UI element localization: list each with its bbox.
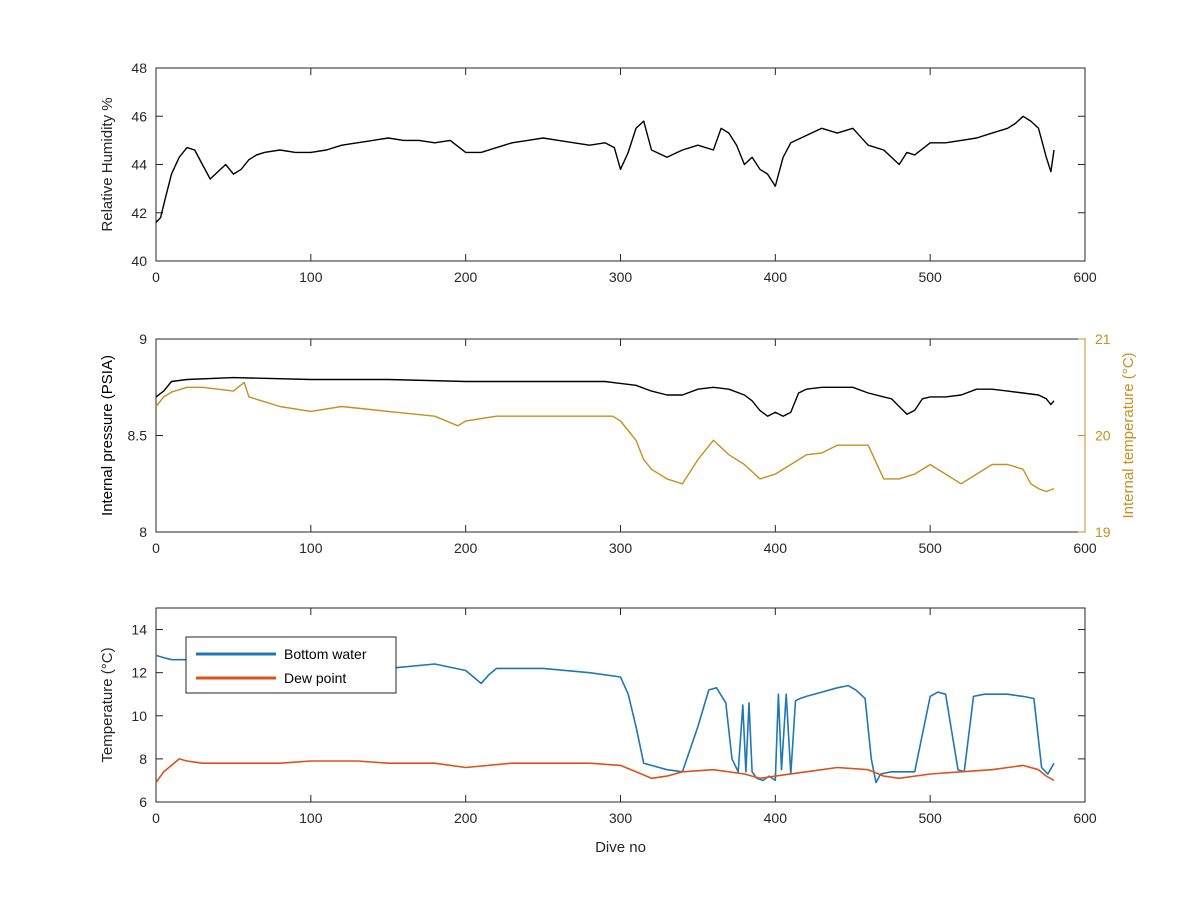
y-tick-label: 6 [139, 794, 147, 810]
y-tick-label: 14 [131, 622, 147, 638]
x-tick-label: 200 [454, 269, 478, 285]
x-tick-label: 600 [1073, 810, 1097, 826]
x-tick-label: 100 [299, 810, 323, 826]
legend-box [185, 636, 397, 694]
plot-frame [155, 67, 1086, 262]
y-tick-label: 10 [131, 708, 147, 724]
x-tick-label: 600 [1073, 540, 1097, 556]
y-tick-label: 8 [139, 751, 147, 767]
y-axis-label: Temperature (°C) [99, 647, 116, 762]
x-tick-label: 0 [152, 540, 160, 556]
internal-pressure-line [155, 376, 1055, 417]
y-tick-label: 40 [131, 253, 147, 269]
right-y-tick-label: 19 [1095, 524, 1111, 540]
right-y-tick-label: 21 [1095, 331, 1111, 347]
y-tick-label: 12 [131, 665, 147, 681]
y-tick-label: 42 [131, 205, 147, 221]
x-tick-label: 0 [152, 810, 160, 826]
x-axis-label: Dive no [595, 839, 646, 856]
x-tick-label: 400 [764, 269, 788, 285]
x-tick-label: 600 [1073, 269, 1097, 285]
y-tick-label: 48 [131, 60, 147, 76]
y-tick-label: 44 [131, 157, 147, 173]
x-tick-label: 500 [918, 540, 942, 556]
y-tick-label: 8 [139, 524, 147, 540]
x-tick-label: 0 [152, 269, 160, 285]
x-tick-label: 400 [764, 540, 788, 556]
internal-temperature-line [155, 381, 1055, 493]
humidity-line [155, 115, 1055, 223]
x-tick-label: 500 [918, 269, 942, 285]
right-y-axis-label: Internal temperature (°C) [1120, 352, 1137, 518]
y-axis-label: Internal pressure (PSIA) [99, 355, 116, 516]
x-tick-label: 300 [609, 810, 633, 826]
legend: Bottom water Dew point [185, 636, 397, 694]
bottom-water-line [155, 654, 1055, 784]
y-axis-label: Relative Humidity % [99, 97, 116, 231]
y-tick-label: 8.5 [128, 428, 148, 444]
legend-label: Bottom water [284, 646, 367, 662]
x-tick-label: 100 [299, 540, 323, 556]
dew-point-line [155, 758, 1055, 784]
x-tick-label: 400 [764, 810, 788, 826]
legend-label: Dew point [284, 670, 346, 686]
y-tick-label: 9 [139, 331, 147, 347]
x-tick-label: 300 [609, 269, 633, 285]
humidity-panel: 0 100 200 300 400 500 600 40 42 44 46 48 Relative Hu… [99, 60, 1097, 285]
x-tick-label: 100 [299, 269, 323, 285]
pressure-temperature-panel: 0 100 200 300 400 500 600 8 8.5 9 19 20 21 Internal t… [99, 331, 1137, 556]
temperature-panel: 0 100 200 300 400 500 600 6 8 10 12 14 Temperature (… [99, 607, 1097, 856]
x-tick-label: 200 [454, 810, 478, 826]
x-tick-label: 500 [918, 810, 942, 826]
y-tick-label: 46 [131, 108, 147, 124]
right-y-tick-label: 20 [1095, 428, 1111, 444]
x-tick-label: 200 [454, 540, 478, 556]
plot-frame [155, 338, 1086, 533]
x-tick-label: 300 [609, 540, 633, 556]
